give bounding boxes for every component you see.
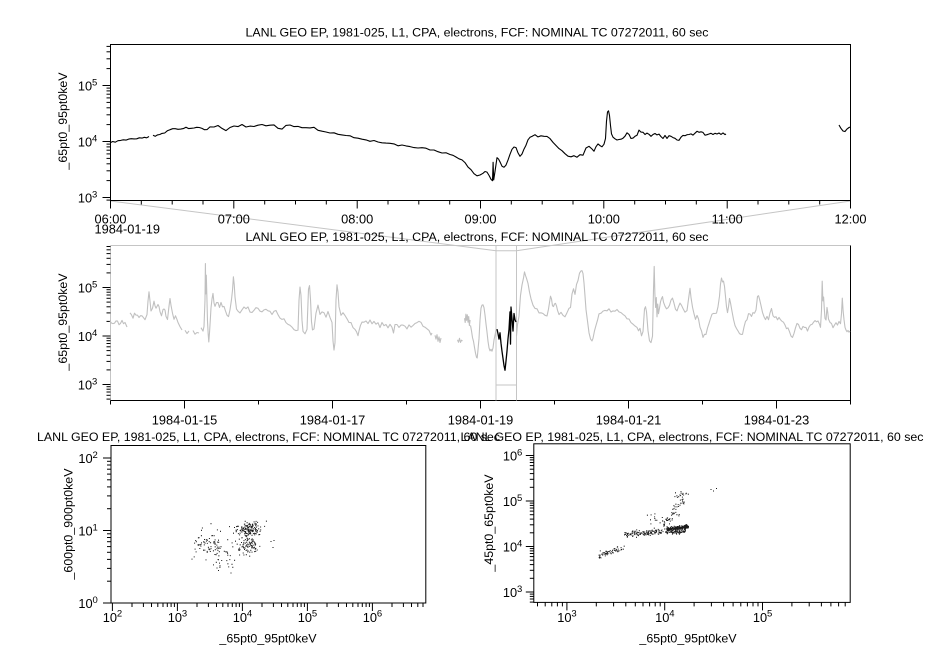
svg-text:10: 10 — [557, 610, 571, 625]
svg-text:10: 10 — [753, 610, 767, 625]
svg-text:3: 3 — [182, 609, 187, 620]
svg-text:10: 10 — [78, 378, 92, 393]
svg-text:_65pt0_95pt0keV: _65pt0_95pt0keV — [218, 632, 317, 646]
svg-text:4: 4 — [92, 328, 97, 339]
svg-text:4: 4 — [247, 609, 252, 620]
svg-text:_600pt0_900pt0keV: _600pt0_900pt0keV — [62, 468, 76, 581]
svg-text:4: 4 — [669, 609, 674, 620]
svg-text:07:00: 07:00 — [218, 212, 250, 227]
svg-text:5: 5 — [312, 609, 317, 620]
svg-text:08:00: 08:00 — [341, 212, 373, 227]
svg-text:10: 10 — [655, 610, 669, 625]
svg-text:3: 3 — [92, 190, 97, 201]
svg-text:0: 0 — [93, 595, 98, 606]
svg-text:10: 10 — [298, 610, 312, 625]
svg-text:4: 4 — [517, 539, 522, 550]
svg-text:10: 10 — [233, 610, 247, 625]
svg-text:10: 10 — [503, 449, 517, 464]
svg-text:5: 5 — [767, 609, 772, 620]
svg-text:10: 10 — [78, 135, 92, 150]
svg-text:5: 5 — [517, 493, 522, 504]
svg-text:10: 10 — [78, 281, 92, 296]
svg-text:06:00: 06:00 — [94, 212, 126, 227]
svg-text:LANL GEO EP, 1981-025, L1, CPA: LANL GEO EP, 1981-025, L1, CPA, electron… — [460, 430, 923, 444]
svg-text:LANL GEO EP, 1981-025, L1, CPA: LANL GEO EP, 1981-025, L1, CPA, electron… — [245, 25, 708, 39]
svg-text:10: 10 — [78, 79, 92, 94]
svg-text:3: 3 — [92, 377, 97, 388]
svg-text:LANL GEO EP, 1981-025, L1, CPA: LANL GEO EP, 1981-025, L1, CPA, electron… — [245, 230, 708, 244]
svg-text:3: 3 — [571, 609, 576, 620]
svg-text:_65pt0_95pt0keV: _65pt0_95pt0keV — [56, 273, 70, 372]
svg-text:5: 5 — [92, 280, 97, 291]
svg-text:6: 6 — [517, 448, 522, 459]
svg-text:10: 10 — [78, 329, 92, 344]
svg-text:10: 10 — [503, 494, 517, 509]
svg-text:1984-01-15: 1984-01-15 — [152, 412, 217, 427]
svg-text:1984-01-19: 1984-01-19 — [448, 412, 513, 427]
svg-text:1984-01-17: 1984-01-17 — [300, 412, 365, 427]
svg-text:10: 10 — [503, 540, 517, 555]
svg-text:10: 10 — [78, 451, 92, 466]
svg-text:5: 5 — [92, 78, 97, 89]
svg-text:11:00: 11:00 — [712, 212, 743, 227]
svg-text:09:00: 09:00 — [464, 212, 496, 227]
svg-text:_65pt0_95pt0keV: _65pt0_95pt0keV — [638, 632, 737, 646]
svg-text:10: 10 — [103, 610, 117, 625]
svg-text:_65pt0_95pt0keV: _65pt0_95pt0keV — [56, 72, 70, 171]
svg-text:10:00: 10:00 — [588, 212, 620, 227]
svg-text:10: 10 — [503, 585, 517, 600]
svg-text:1984-01-19: 1984-01-19 — [95, 221, 160, 236]
svg-text:_45pt0_65pt0keV: _45pt0_65pt0keV — [482, 474, 496, 573]
svg-text:10: 10 — [78, 596, 92, 611]
svg-text:10: 10 — [78, 191, 92, 206]
svg-text:6: 6 — [377, 609, 382, 620]
svg-text:10: 10 — [168, 610, 182, 625]
svg-text:1: 1 — [93, 523, 98, 534]
svg-text:1984-01-23: 1984-01-23 — [744, 412, 809, 427]
svg-text:10: 10 — [363, 610, 377, 625]
svg-text:10: 10 — [78, 524, 92, 539]
svg-text:LANL GEO EP, 1981-025, L1, CPA: LANL GEO EP, 1981-025, L1, CPA, electron… — [37, 430, 500, 444]
svg-text:2: 2 — [93, 450, 98, 461]
svg-text:1984-01-21: 1984-01-21 — [596, 412, 661, 427]
svg-text:12:00: 12:00 — [834, 212, 866, 227]
svg-text:2: 2 — [117, 609, 122, 620]
svg-text:3: 3 — [517, 584, 522, 595]
svg-text:4: 4 — [92, 134, 97, 145]
